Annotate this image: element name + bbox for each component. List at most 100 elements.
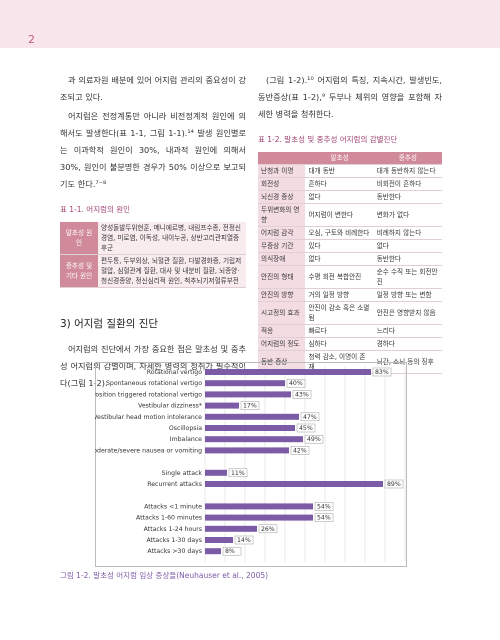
header-cell (258, 152, 306, 165)
right-column: (그림 1-2).¹⁰ 어지럼의 특징, 지속시간, 발생빈도, 동반증상(표 … (258, 72, 442, 374)
table-cell: 변화가 없다 (373, 203, 442, 227)
table-row: 의식장애 없다 동반한다 (258, 252, 442, 266)
table-cell: 느리다 (373, 324, 442, 338)
value-label-box (384, 479, 404, 489)
value-label: 8% (225, 548, 235, 555)
table-cell: 어지럼 감각 (258, 226, 306, 240)
table: 말초성 중추성 난청과 이명 대개 동반 대개 동반하지 않는다 회전성 흔하다 비회전이 흔… (258, 152, 442, 374)
value-label: 14% (237, 537, 251, 544)
value-label: 83% (375, 369, 389, 376)
table-cell: 순수 수직 또는 회전안진 (373, 265, 442, 289)
table-cell: 경하다 (373, 337, 442, 351)
table-row: 어지럼의 정도 심하다 경하다 (258, 337, 442, 351)
bar (205, 369, 371, 375)
bar (205, 391, 291, 398)
value-label-box (234, 535, 254, 545)
bar (205, 469, 227, 476)
table-header-row: 말초성 중추성 (258, 152, 442, 165)
table-cell: 어지럼의 정도 (258, 337, 306, 351)
value-label-box (286, 378, 306, 388)
value-label-box (258, 524, 278, 534)
table-cell: 안진의 방향 (258, 288, 306, 302)
category-label: Attacks <1 minute (144, 503, 202, 510)
table-row: 두위변화의 영향 어지럼이 변한다 변화가 없다 (258, 203, 442, 227)
table-row: 무증상 기간 있다 없다 (258, 239, 442, 253)
value-label-box (240, 401, 260, 410)
table-cell: 말초성 원인 (60, 222, 98, 255)
table-cell: 비례하지 않는다 (373, 226, 442, 240)
table-cell: 동반한다 (373, 252, 442, 266)
table-cell: 무증상 기간 (258, 239, 306, 253)
table-cell: 오심, 구토와 비례한다 (305, 226, 374, 240)
category-label: Moderate/severe nausea or vomiting (95, 447, 202, 454)
value-label-box (314, 513, 334, 522)
table-cell: 뇌신경 증상 (258, 190, 306, 204)
value-label: 89% (387, 481, 401, 488)
table-cell: 빠르다 (305, 324, 374, 338)
value-label: 11% (231, 470, 245, 477)
table-cell: 안진이 감소 혹은 소멸됨 (305, 301, 374, 325)
table-cell: 동반한다 (373, 190, 442, 204)
value-label: 40% (289, 380, 303, 387)
category-label: Vestibular head motion intolerance (95, 414, 202, 421)
bar (205, 514, 313, 521)
value-label-box (300, 412, 320, 422)
table-row: 뇌신경 증상 없다 동반한다 (258, 190, 442, 204)
bar (205, 413, 299, 420)
bar (205, 425, 295, 431)
paragraph: 어지럼은 전정계통만 아니라 비전정계적 원인에 의해서도 발생한다(표 1-1… (60, 111, 246, 189)
left-column: 과 의료자원 배분에 있어 어지럼 관리의 중요성이 강조되고 있다. 어지럼은 … (60, 72, 246, 394)
table-row: 어지럼 감각 오심, 구토와 비례한다 비례하지 않는다 (258, 226, 442, 240)
table-title: 표 1-2. 말초성 및 중추성 어지럼의 감별진단 (258, 135, 398, 144)
table-cell: 비회전이 흔하다 (373, 177, 442, 191)
value-label-box (296, 423, 316, 433)
value-label: 26% (261, 526, 275, 533)
table-row: 난청과 이명 대개 동반 대개 동반하지 않는다 (258, 164, 442, 178)
category-label: Oscillopsia (169, 425, 202, 432)
table-row: 말초성 원인 양성돌발두위현훈, 메니에르병, 내림프수종, 전정신경염, 미로염… (60, 222, 246, 255)
value-label-box (304, 434, 324, 444)
value-label: 17% (243, 403, 257, 410)
table-cell: 거의 일정 방향 (305, 288, 374, 302)
category-label: Attacks 1-30 days (146, 537, 202, 544)
table-cell: 두위변화의 영향 (258, 203, 306, 227)
page-number: 2 (28, 33, 35, 46)
value-label: 45% (299, 425, 313, 432)
category-label: Imbalance (170, 436, 202, 443)
chart-frame (95, 362, 407, 567)
table-cell: 대개 동반하지 않는다 (373, 164, 442, 178)
table-cell: 수평 회전 복합안진 (305, 265, 374, 289)
category-label: Recurrent attacks (147, 481, 202, 488)
category-label: Rotational vertigo (147, 369, 202, 376)
figure-caption: 그림 1-2. 말초성 어지럼 임상 증상들(Neuhauser et al.,… (60, 571, 269, 580)
table-cell: 없다 (305, 252, 374, 266)
table-cell: 시고정의 효과 (258, 301, 306, 325)
bar (205, 447, 289, 454)
bar (205, 537, 233, 543)
category-label: Vestibular dizziness* (138, 403, 202, 410)
value-label: 54% (317, 515, 331, 522)
table: 말초성 원인 양성돌발두위현훈, 메니에르병, 내림프수종, 전정신경염, 미로염… (60, 222, 246, 288)
value-label: 54% (317, 503, 331, 510)
paragraph: (그림 1-2).¹⁰ 어지럼의 특징, 지속시간, 발생빈도, 동반증상(표 … (258, 75, 442, 119)
table-cell: 없다 (373, 239, 442, 253)
value-label-box (372, 367, 392, 377)
category-label: Single attack (162, 470, 203, 477)
category-label: Attacks 1-60 minutes (136, 515, 202, 522)
table-cell: 있다 (305, 239, 374, 253)
value-label-box (228, 468, 248, 478)
value-label-box (222, 546, 242, 556)
table-title: 표 1-1. 어지럼의 원인 (60, 205, 131, 214)
table-cell: 적응 (258, 324, 306, 338)
table-row: 회전성 흔하다 비회전이 흔하다 (258, 177, 442, 191)
table-cell: 안진은 영향받지 않음 (373, 301, 442, 325)
value-label-box (292, 390, 312, 399)
table-cell: 양성돌발두위현훈, 메니에르병, 내림프수종, 전정신경염, 미로염, 이독성,… (98, 222, 246, 255)
table-cell: 안진의 형태 (258, 265, 306, 289)
category-label: Attacks >30 days (147, 548, 202, 555)
bar (205, 503, 313, 510)
header-cell: 중추성 (373, 152, 442, 165)
table-row: 적응 빠르다 느리다 (258, 324, 442, 338)
bar (205, 548, 221, 555)
